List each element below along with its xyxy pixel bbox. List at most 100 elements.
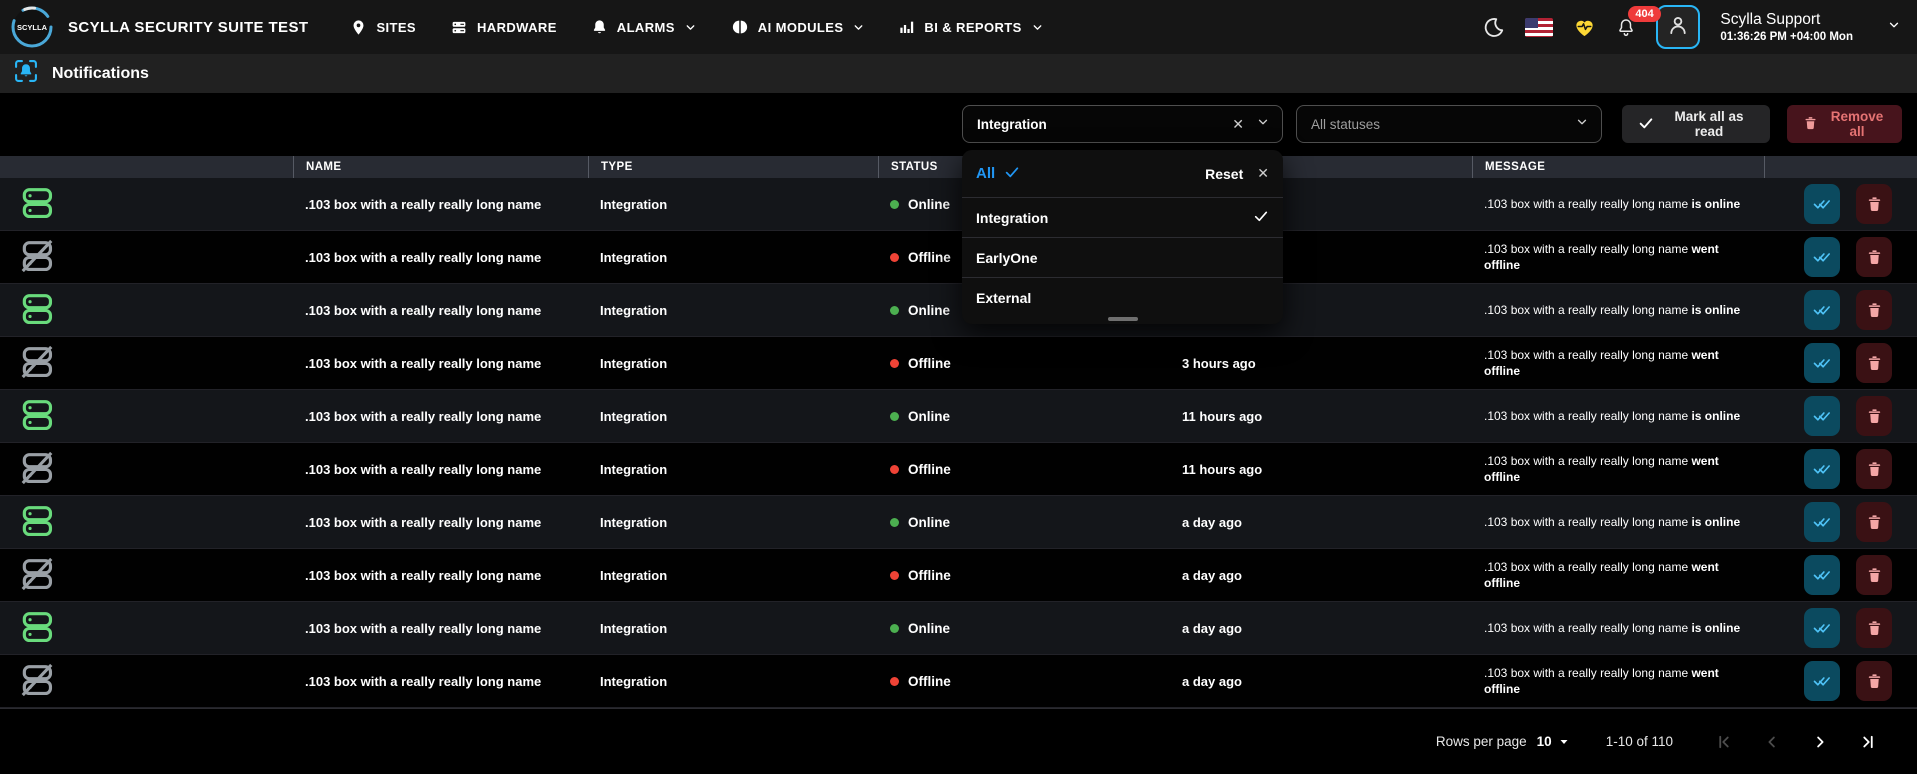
server-offline-icon [18,661,56,702]
type-filter-select[interactable]: Integration ✕ [962,105,1283,143]
mark-read-button[interactable] [1804,661,1840,701]
device-status-cell [0,555,293,596]
close-icon[interactable]: ✕ [1257,165,1269,181]
status-filter-placeholder: All statuses [1311,116,1381,132]
mark-read-button[interactable] [1804,396,1840,436]
mark-read-button[interactable] [1804,502,1840,542]
device-status-cell [0,343,293,384]
nav-item-bi-reports[interactable]: BI & REPORTS [899,19,1043,35]
svg-text:SCYLLA: SCYLLA [17,23,48,32]
nav-item-hardware[interactable]: HARDWARE [450,19,557,36]
name-cell: .103 box with a really really long name [305,249,542,265]
next-page-button[interactable] [1811,733,1829,751]
dropdown-option-integration[interactable]: Integration [962,198,1283,238]
name-cell: .103 box with a really really long name [305,355,542,371]
nav-item-sites[interactable]: SITES [350,19,416,36]
delete-button[interactable] [1856,343,1892,383]
dropdown-option-all[interactable]: All [976,164,1020,184]
check-icon [1004,164,1020,184]
dropdown-scrollbar[interactable] [1107,317,1138,321]
delete-button[interactable] [1856,290,1892,330]
mark-read-button[interactable] [1804,184,1840,224]
notifications-bell-icon[interactable]: 404 [1616,5,1661,38]
delete-button[interactable] [1856,555,1892,595]
name-cell: .103 box with a really really long name [305,620,542,636]
delete-button[interactable] [1856,449,1892,489]
time-cell: 3 hours ago [1182,355,1256,371]
type-cell: Integration [600,302,668,318]
mark-read-button[interactable] [1804,608,1840,648]
name-cell: .103 box with a really really long name [305,408,542,424]
status-cell: Offline [878,674,1170,689]
remove-all-button[interactable]: Remove all [1787,105,1902,143]
mark-read-button[interactable] [1804,449,1840,489]
first-page-button[interactable] [1715,733,1733,751]
name-cell: .103 box with a really really long name [305,514,542,530]
table-footer: Rows per page 10 1-10 of 110 [0,708,1917,774]
dropdown-option-earlyone[interactable]: EarlyOne [962,238,1283,278]
rows-per-page-select[interactable]: 10 [1537,734,1570,749]
mark-all-as-read-button[interactable]: Mark all as read [1622,105,1770,143]
user-menu-chevron-icon[interactable] [1887,18,1901,37]
time-cell: 11 hours ago [1182,408,1263,424]
dropdown-header: All Reset ✕ [962,150,1283,198]
column-header-icon [0,156,293,178]
server-online-icon [18,608,56,649]
delete-button[interactable] [1856,608,1892,648]
mark-read-button[interactable] [1804,237,1840,277]
type-cell: Integration [600,567,668,583]
status-cell: Online [878,197,1170,212]
server-online-icon [18,184,56,225]
actions-cell [1764,555,1917,595]
status-filter-select[interactable]: All statuses [1296,105,1602,143]
mark-read-button[interactable] [1804,555,1840,595]
bell-icon [591,19,608,36]
actions-cell [1764,449,1917,489]
user-name: Scylla Support [1720,11,1821,29]
language-flag-icon[interactable] [1525,17,1554,37]
server-online-icon [18,290,56,331]
nav-item-ai-modules[interactable]: AI MODULES [731,18,866,36]
status-label: Online [908,408,951,424]
status-label: Offline [908,461,951,477]
notifications-table: .103 box with a really really long name … [0,178,1917,708]
delete-button[interactable] [1856,237,1892,277]
mark-read-button[interactable] [1804,290,1840,330]
status-cell: Online [878,303,1170,318]
last-page-button[interactable] [1859,733,1877,751]
device-status-cell [0,290,293,331]
nav-item-alarms[interactable]: ALARMS [591,19,697,36]
status-dot [890,676,899,686]
type-cell: Integration [600,408,668,424]
status-label: Online [908,514,951,530]
chevron-down-icon [684,21,697,34]
delete-button[interactable] [1856,502,1892,542]
type-cell: Integration [600,620,668,636]
device-status-cell [0,184,293,225]
status-cell: Online [878,409,1170,424]
dropdown-option-external[interactable]: External [976,290,1032,306]
device-status-cell [0,396,293,437]
message-cell: .103 box with a really really long name i… [1484,514,1741,529]
dark-mode-toggle[interactable] [1483,16,1505,38]
delete-button[interactable] [1856,661,1892,701]
user-datetime: 01:36:26 PM +04:00 Mon [1720,30,1853,43]
health-heart-icon[interactable] [1573,16,1596,39]
delete-button[interactable] [1856,184,1892,224]
clear-type-filter-icon[interactable]: ✕ [1232,115,1244,132]
message-cell: .103 box with a really really long name w… [1484,559,1719,590]
previous-page-button[interactable] [1763,733,1781,751]
user-avatar[interactable] [1656,5,1701,49]
mark-read-button[interactable] [1804,343,1840,383]
name-cell: .103 box with a really really long name [305,567,542,583]
message-cell: .103 box with a really really long name w… [1484,665,1719,696]
check-icon [1638,115,1654,134]
message-cell: .103 box with a really really long name i… [1484,620,1741,635]
status-cell: Offline [878,568,1170,583]
dropdown-reset-button[interactable]: Reset [1205,165,1244,182]
column-header-status: STATUS [878,156,1170,178]
status-label: Offline [908,355,951,371]
chevron-down-icon [1575,115,1589,134]
delete-button[interactable] [1856,396,1892,436]
table-row: .103 box with a really really long name … [0,443,1917,496]
